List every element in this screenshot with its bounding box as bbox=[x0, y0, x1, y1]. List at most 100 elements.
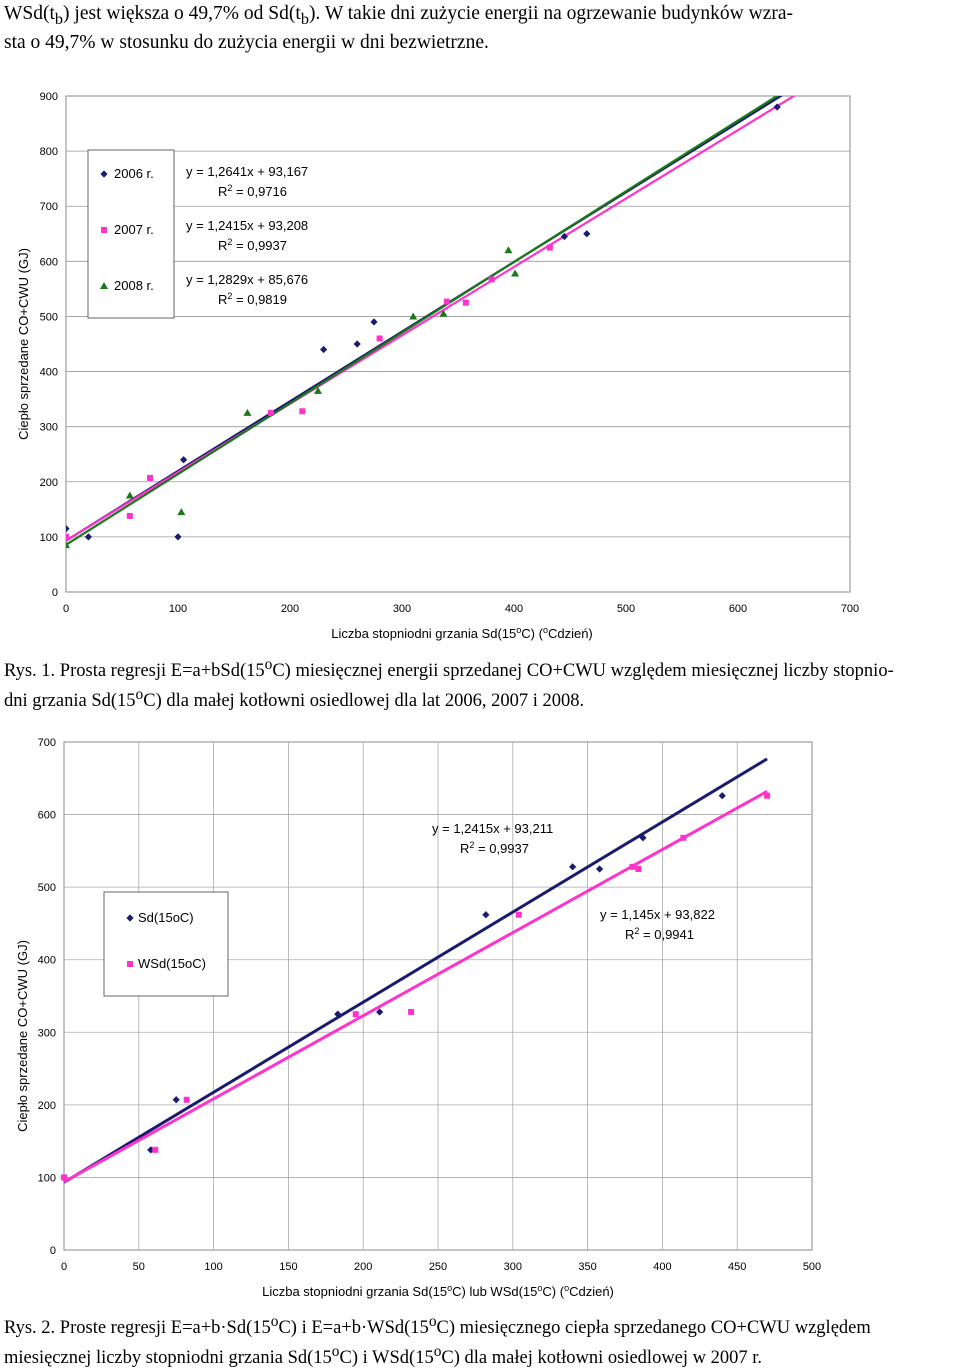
trend-line bbox=[63, 757, 768, 1184]
y-tick-label: 400 bbox=[38, 955, 56, 967]
data-point bbox=[409, 312, 418, 320]
chart-1: 0 100 200 300 400 500 600 700 800 900 0 100 200 300 40… bbox=[16, 91, 859, 641]
legend-marker bbox=[127, 961, 133, 967]
trend-equation: y = 1,2641x + 93,167 bbox=[186, 164, 308, 179]
legend-label: Sd(15oC) bbox=[138, 910, 194, 925]
legend-label: 2007 r. bbox=[114, 222, 154, 237]
caption-text: C) i WSd(15 bbox=[339, 1348, 434, 1369]
x-tick-label: 50 bbox=[133, 1261, 145, 1273]
data-point bbox=[152, 1146, 159, 1153]
intro-text: ) jest większa o 49,7% od Sd(t bbox=[63, 3, 301, 24]
data-point bbox=[569, 863, 577, 871]
data-point bbox=[299, 408, 306, 415]
y-tick-label: 100 bbox=[38, 1172, 56, 1184]
y-tick-label: 700 bbox=[40, 201, 58, 213]
y-tick-label: 900 bbox=[40, 91, 58, 103]
y-tick-label: 300 bbox=[38, 1027, 56, 1039]
x-tick-label: 200 bbox=[354, 1261, 372, 1273]
x-axis-label: Liczba stopniodni grzania Sd(15oC) (oCdz… bbox=[331, 625, 593, 641]
x-tick-label: 300 bbox=[393, 603, 411, 615]
data-point bbox=[546, 244, 553, 251]
y-axis-label: Ciepło sprzedane CO+CWU (GJ) bbox=[15, 940, 30, 1132]
intro-subscript: b bbox=[300, 9, 309, 28]
data-point bbox=[61, 1174, 67, 1181]
data-point bbox=[180, 456, 188, 464]
y-tick-label: 200 bbox=[40, 477, 58, 489]
caption-sup: o bbox=[331, 1343, 340, 1361]
data-point bbox=[174, 533, 182, 541]
caption-sup: o bbox=[270, 1313, 279, 1330]
x-tick-label: 400 bbox=[505, 603, 523, 615]
data-point bbox=[320, 345, 328, 354]
trend-line bbox=[63, 790, 768, 1184]
y-tick-label: 500 bbox=[38, 882, 56, 894]
data-point bbox=[635, 866, 642, 872]
trend-r2: R2 = 0,9937 bbox=[218, 237, 287, 253]
x-tick-label: 100 bbox=[169, 603, 187, 615]
intro-paragraph: WSd(tb) jest większa o 49,7% od Sd(tb). … bbox=[4, 2, 956, 55]
y-tick-label: 600 bbox=[40, 256, 58, 268]
y-axis-label: Ciepło sprzedane CO+CWU (GJ) bbox=[16, 248, 31, 440]
y-tick-label: 600 bbox=[38, 810, 56, 822]
data-point bbox=[488, 276, 495, 283]
data-point bbox=[773, 103, 781, 111]
legend-marker bbox=[101, 227, 107, 233]
data-point bbox=[718, 792, 726, 800]
data-point bbox=[482, 911, 490, 919]
trend-equation: y = 1,145x + 93,822 bbox=[600, 907, 715, 922]
caption-text: C) miesięcznego ciepła sprzedanego CO+CW… bbox=[436, 1318, 871, 1339]
data-point bbox=[629, 863, 636, 870]
legend-box bbox=[87, 149, 175, 319]
y-tick-label: 0 bbox=[50, 1245, 56, 1257]
caption-sup: o bbox=[433, 1343, 442, 1361]
caption-sup: o bbox=[135, 686, 144, 704]
data-point bbox=[376, 335, 383, 342]
data-point bbox=[680, 834, 687, 841]
data-point bbox=[353, 340, 361, 348]
x-tick-label: 150 bbox=[279, 1261, 297, 1273]
intro-text: ). W takie dni zużycie energii na ogrzew… bbox=[308, 3, 794, 24]
data-point bbox=[595, 865, 604, 873]
data-point bbox=[443, 298, 450, 305]
data-point bbox=[267, 409, 274, 416]
trend-r2: R2 = 0,9937 bbox=[460, 840, 529, 856]
y-tick-label: 200 bbox=[38, 1100, 56, 1112]
data-point bbox=[126, 512, 133, 519]
data-point bbox=[515, 911, 522, 918]
x-tick-label: 600 bbox=[729, 603, 747, 615]
intro-text: WSd(t bbox=[4, 3, 55, 24]
y-tick-label: 500 bbox=[40, 311, 58, 323]
caption-sup: o bbox=[428, 1313, 437, 1330]
plot-area bbox=[65, 95, 851, 593]
data-point bbox=[147, 474, 153, 481]
x-tick-label: 250 bbox=[429, 1261, 447, 1273]
caption-text: C) dla małej kotłowni osiedlowej dla lat… bbox=[143, 691, 585, 712]
caption-text: C) miesięcznej energii sprzedanej CO+CWU… bbox=[272, 661, 894, 682]
legend-label: WSd(15oC) bbox=[138, 956, 206, 971]
caption-sup: o bbox=[264, 656, 273, 673]
legend-marker bbox=[100, 282, 108, 289]
y-tick-label: 400 bbox=[40, 367, 58, 379]
trend-r2: R2 = 0,9941 bbox=[625, 926, 694, 942]
figure-1-caption: Rys. 1. Prosta regresji E=a+bSd(15oC) mi… bbox=[4, 653, 956, 713]
x-tick-label: 300 bbox=[504, 1261, 522, 1273]
y-tick-label: 0 bbox=[52, 587, 58, 599]
x-axis-label: Liczba stopniodni grzania Sd(15oC) lub W… bbox=[262, 1283, 614, 1299]
data-point bbox=[583, 230, 591, 238]
data-point bbox=[439, 309, 448, 317]
trend-line bbox=[66, 96, 796, 542]
y-tick-label: 100 bbox=[40, 532, 58, 544]
trend-r2: R2 = 0,9819 bbox=[218, 291, 287, 307]
data-point bbox=[764, 792, 771, 799]
trend-equation: y = 1,2415x + 93,208 bbox=[186, 218, 308, 233]
x-tick-label: 200 bbox=[281, 603, 299, 615]
legend-label: 2006 r. bbox=[114, 166, 154, 181]
y-tick-label: 300 bbox=[40, 422, 58, 434]
data-point bbox=[334, 1010, 342, 1018]
trend-r2: R2 = 0,9716 bbox=[218, 183, 287, 199]
data-point bbox=[560, 232, 568, 241]
legend-label: 2008 r. bbox=[114, 278, 154, 293]
x-tick-label: 0 bbox=[63, 603, 69, 615]
legend-marker bbox=[126, 914, 134, 922]
caption-text: Rys. 2. Proste regresji E=a+b·Sd(15 bbox=[4, 1318, 271, 1339]
